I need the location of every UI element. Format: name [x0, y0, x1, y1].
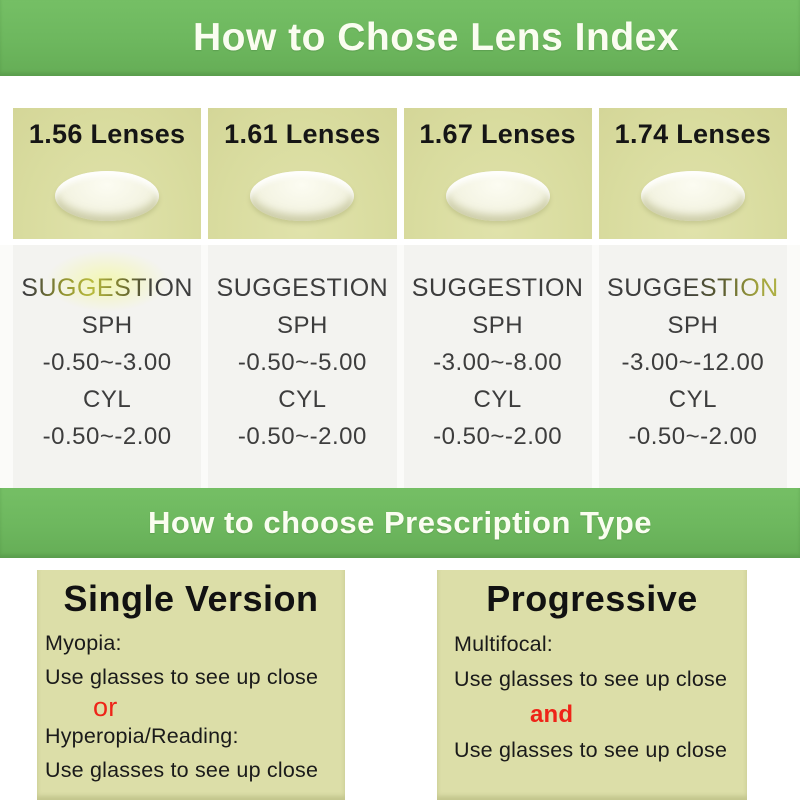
single-version-title: Single Version [63, 578, 319, 619]
lens-index-title: How to Chose Lens Index [192, 16, 680, 59]
sph-range: -0.50~-5.00 [237, 349, 367, 376]
prescription-type-banner: How to choose Prescription Type [0, 488, 800, 558]
multifocal-label: Multifocal: [454, 632, 553, 656]
suggestion-heading: SUGGESTION [13, 270, 201, 307]
lens-disc-icon [250, 171, 355, 221]
myopia-description: Use glasses to see up close [45, 665, 319, 689]
prescription-type-title: How to choose Prescription Type [147, 505, 653, 540]
and-connector: and [530, 701, 574, 728]
cyl-label: CYL [668, 386, 717, 413]
cyl-label: CYL [83, 386, 132, 413]
suggestion-heading: SUGGESTION [599, 270, 787, 307]
sph-range: -3.00~-12.00 [621, 349, 765, 376]
lens-card-156: 1.56 Lenses [13, 108, 202, 239]
or-connector: or [93, 692, 118, 722]
suggestion-column-167: SUGGESTION SPH -3.00~-8.00 CYL -0.50~-2.… [403, 245, 592, 488]
progressive-box: Progressive Multifocal: Use glasses to s… [437, 570, 747, 800]
suggestion-column-174: SUGGESTION SPH -3.00~-12.00 CYL -0.50~-2… [598, 245, 787, 488]
cyl-range: -0.50~-2.00 [237, 423, 367, 450]
lens-card-label: 1.74 Lenses [614, 119, 772, 149]
sph-label: SPH [472, 312, 524, 339]
multifocal-description-2: Use glasses to see up close [454, 738, 728, 762]
sph-label: SPH [81, 312, 133, 339]
progressive-title: Progressive [486, 578, 698, 619]
sph-label: SPH [667, 312, 719, 339]
sph-range: -3.00~-8.00 [433, 349, 563, 376]
hyperopia-description: Use glasses to see up close [45, 758, 319, 782]
multifocal-description-1: Use glasses to see up close [454, 667, 728, 691]
lens-index-banner: How to Chose Lens Index [0, 0, 800, 76]
lens-card-label: 1.67 Lenses [419, 119, 576, 149]
cyl-range: -0.50~-2.00 [433, 423, 563, 450]
lens-card-label: 1.56 Lenses [28, 119, 186, 149]
myopia-label: Myopia: [45, 631, 122, 655]
single-version-box: Single Version Myopia: Use glasses to se… [37, 570, 345, 800]
sph-label: SPH [276, 312, 328, 339]
cyl-range: -0.50~-2.00 [42, 423, 172, 450]
suggestion-heading: SUGGESTION [411, 274, 584, 302]
cyl-label: CYL [278, 386, 327, 413]
sph-range: -0.50~-3.00 [42, 349, 172, 376]
lens-disc-icon [640, 171, 745, 221]
lens-card-167: 1.67 Lenses [403, 108, 592, 239]
lens-card-161: 1.61 Lenses [208, 108, 397, 239]
lens-disc-icon [445, 171, 550, 221]
lens-disc-icon [55, 171, 160, 221]
suggestion-heading: SUGGESTION [216, 274, 389, 302]
lens-cards-row: 1.56 Lenses 1.61 Lenses 1.67 Lenses 1.74… [0, 108, 800, 239]
suggestion-column-156: SUGGESTION SPH -0.50~-3.00 CYL -0.50~-2.… [13, 245, 202, 488]
hyperopia-label: Hyperopia/Reading: [45, 724, 239, 748]
lens-card-174: 1.74 Lenses [598, 108, 787, 239]
lens-card-label: 1.61 Lenses [224, 119, 381, 149]
cyl-label: CYL [473, 386, 522, 413]
cyl-range: -0.50~-2.00 [628, 423, 758, 450]
suggestion-column-161: SUGGESTION SPH -0.50~-5.00 CYL -0.50~-2.… [208, 245, 397, 488]
suggestion-row: SUGGESTION SPH -0.50~-3.00 CYL -0.50~-2.… [0, 245, 800, 488]
